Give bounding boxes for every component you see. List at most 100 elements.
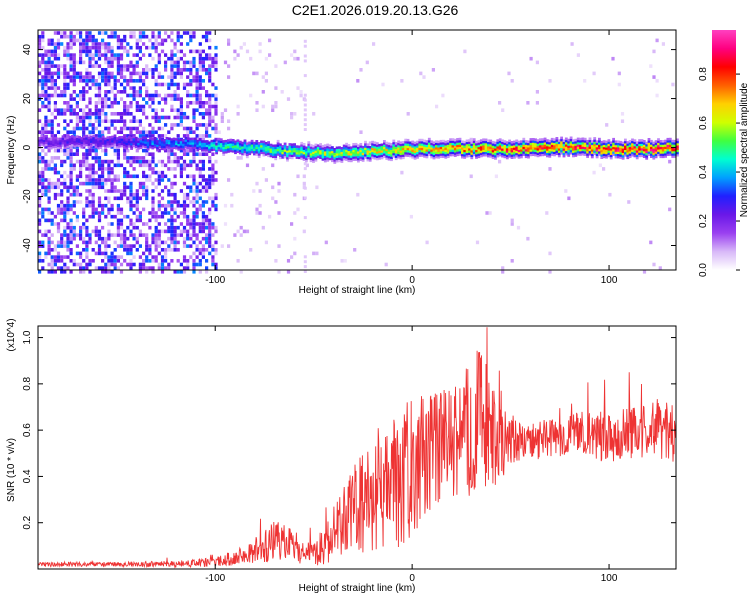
ridge-cell [538,138,542,141]
ridge-cell [305,148,308,152]
ridge-cell [390,154,393,157]
heatmap-cell [198,203,202,208]
heatmap-cell [66,134,70,138]
ridge-cell [534,149,537,152]
ridge-cell [38,137,41,140]
ridge-cell [357,144,360,147]
ridge-cell [536,148,540,151]
ridge-cell [546,150,549,153]
ridge-cell [153,145,157,149]
heatmap-cell [126,93,130,98]
heatmap-cell [485,211,489,215]
ridge-cell [446,151,450,154]
ridge-cell [295,156,299,159]
heatmap-cell [79,225,83,230]
heatmap-cell [145,240,149,245]
ridge-cell [463,154,467,157]
ridge-cell [404,140,408,144]
heatmap-cell [170,64,174,68]
ridge-cell [151,144,155,148]
ridge-cell [321,153,325,157]
heatmap-cell [79,159,83,164]
ridge-cell [222,146,226,150]
ridge-cell [661,148,665,152]
ridge-cell [364,151,367,155]
ridge-cell [501,139,504,142]
heatmap-cell [170,68,174,72]
heatmap-cell [198,79,202,83]
ridge-cell [668,142,672,145]
heatmap-cell [38,240,42,245]
heatmap-cell [293,211,297,215]
heatmap-cell [195,152,199,156]
heatmap-cell [82,163,86,168]
heatmap-cell [88,236,92,241]
ridge-cell [453,149,457,153]
heatmap-cell [340,259,344,263]
heatmap-cell [41,174,45,179]
ridge-cell [435,144,438,148]
ridge-cell [659,144,663,147]
ridge-cell [574,149,578,153]
ridge-cell [420,147,424,151]
heatmap-cell [189,68,193,72]
heatmap-cell [138,34,142,39]
heatmap-cell [126,49,130,54]
heatmap-cell [126,214,130,219]
ridge-cell [203,149,207,152]
ridge-cell [517,147,521,150]
heatmap-cell [85,152,89,156]
ridge-cell [416,140,419,144]
heatmap-cell [160,49,165,54]
heatmap-cell [38,60,42,65]
ridge-cell [101,137,105,141]
ridge-cell [300,141,304,145]
ridge-cell [297,149,301,153]
heatmap-cell [151,211,155,215]
ridge-cell [142,138,145,142]
heatmap-cell [113,255,117,259]
heatmap-cell [104,97,108,101]
ridge-cell [524,144,528,148]
heatmap-cell [132,34,136,39]
heatmap-cell [63,262,67,267]
heatmap-cell [60,233,64,237]
ridge-cell [257,150,261,154]
ridge-cell [333,148,337,151]
ridge-cell [439,153,443,156]
ridge-cell [257,148,261,152]
heatmap-cell [123,101,127,105]
heatmap-cell [47,248,51,252]
heatmap-cell [50,82,54,87]
ridge-cell [156,144,159,148]
heatmap-cell [113,196,117,201]
heatmap-cell [75,159,79,164]
ridge-cell [309,144,313,147]
ridge-cell [635,147,639,151]
heatmap-cell [135,218,139,223]
heatmap-cell [50,167,54,171]
ridge-cell [456,138,459,141]
heatmap-cell [208,196,212,201]
heatmap-cell [176,115,180,120]
ridge-cell [583,151,587,154]
ridge-cell [588,152,592,156]
heatmap-cell [66,101,70,105]
heatmap-cell [179,71,183,76]
ridge-cell [621,143,625,147]
ridge-cell [479,152,483,156]
ridge-cell [614,153,618,157]
heatmap-cell [60,112,64,116]
ridge-cell [461,147,464,150]
ridge-cell [210,139,214,143]
heatmap-cell [261,90,265,94]
heatmap-cell [38,270,42,274]
heatmap-cell [138,196,142,201]
ridge-cell [650,153,653,156]
ridge-cell [215,142,218,146]
ridge-cell [364,145,367,148]
ridge-cell [529,142,533,146]
ridge-cell [484,151,488,155]
ridge-cell [364,143,367,146]
ridge-cell [390,147,393,150]
